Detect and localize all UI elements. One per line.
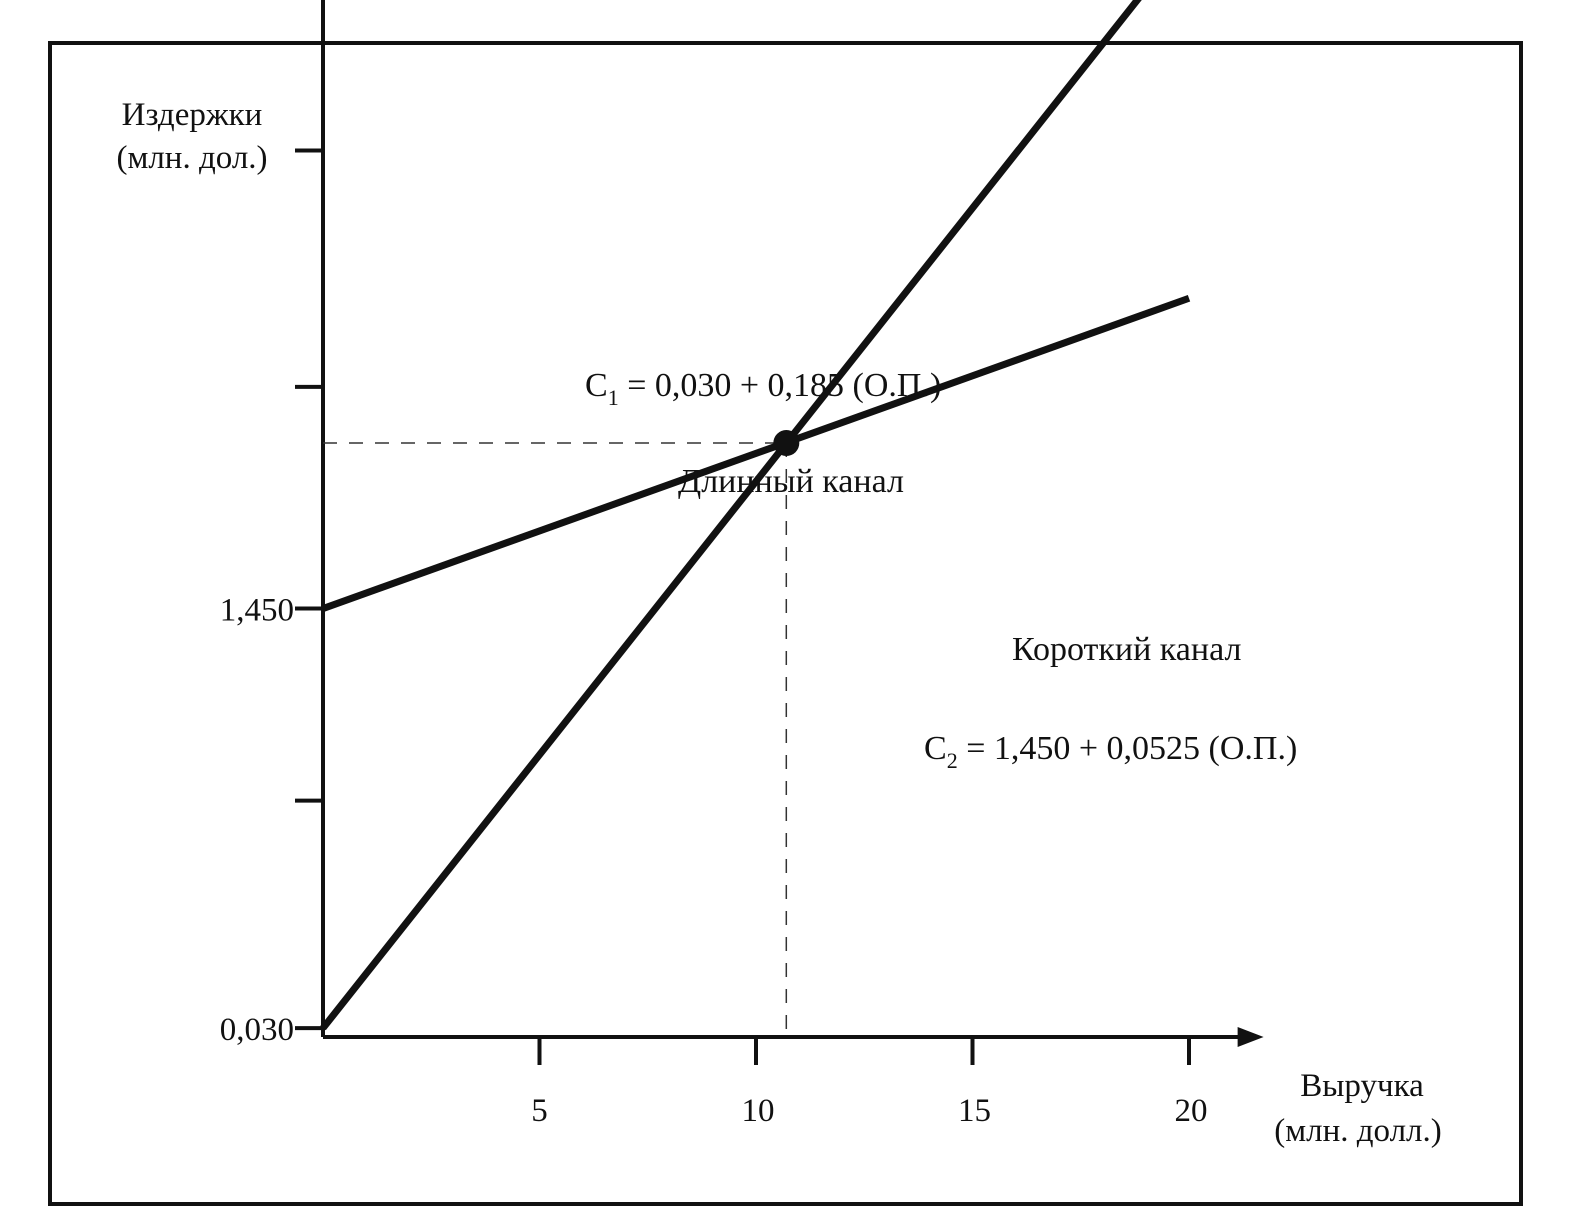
y-tick-label-2: 1,450 (220, 593, 294, 629)
series-1-formula-subscript: 1 (608, 385, 619, 410)
series-1-formula-body: = 0,030 + 0,185 (О.П.) (619, 367, 942, 404)
y-tick-label-1: 0,030 (220, 1012, 294, 1048)
x-axis-label-line1: Выручка (1300, 1068, 1424, 1104)
x-axis-arrowhead (1237, 1027, 1264, 1047)
ticks: 5 10 15 20 0,030 1,450 (220, 148, 1208, 1129)
series-1-formula-prefix: C (585, 367, 608, 404)
series-2-name: Короткий канал (1012, 631, 1241, 668)
x-axis-label-line2: (млн. долл.) (1274, 1113, 1442, 1149)
x-tick-label-20: 20 (1175, 1093, 1208, 1129)
series-1-name: Длинный канал (678, 463, 904, 500)
guide-lines (323, 442, 788, 1033)
series-line-2 (321, 294, 1191, 612)
series-2-formula-subscript: 2 (947, 748, 958, 773)
intersection-point (773, 430, 800, 457)
chart-frame (48, 41, 1523, 1206)
series-2-formula-prefix: C (924, 730, 947, 767)
y-axis-label-line1: Издержки (122, 97, 263, 133)
series-2-formula-body: = 1,450 + 0,0525 (О.П.) (958, 730, 1298, 767)
series-2-formula: C2 = 1,450 + 0,0525 (О.П.) (924, 730, 1297, 773)
axes (321, 0, 1264, 1047)
x-tick-label-10: 10 (742, 1093, 775, 1129)
x-tick-label-5: 5 (531, 1093, 548, 1129)
series-1-formula: C1 = 0,030 + 0,185 (О.П.) (585, 367, 941, 410)
x-tick-label-15: 15 (958, 1093, 991, 1129)
series-line-1 (320, 0, 1142, 1031)
series-lines (320, 0, 1191, 1031)
y-axis-label-line2: (млн. дол.) (116, 140, 267, 176)
